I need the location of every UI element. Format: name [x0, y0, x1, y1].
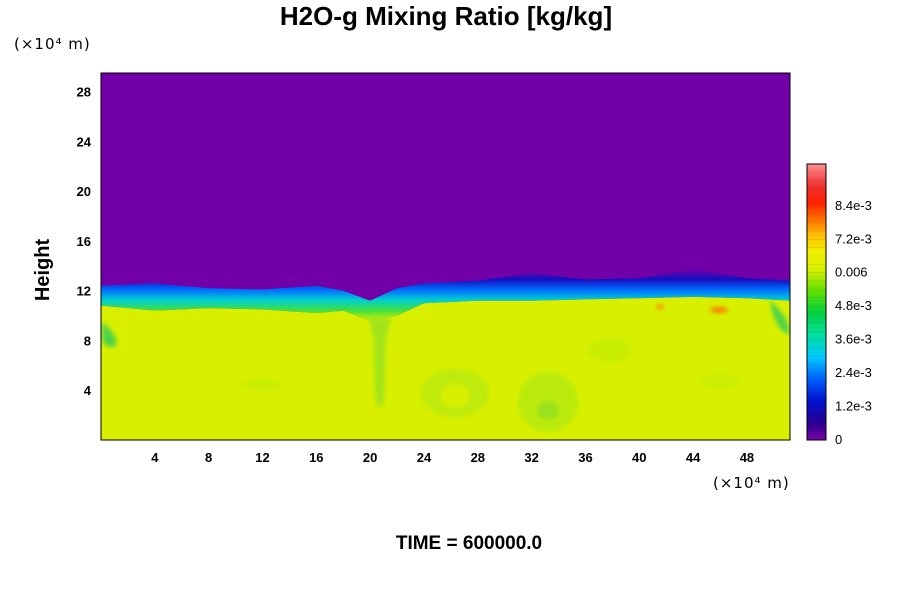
x-tick-label: 44: [686, 450, 701, 465]
colorbar-label: 7.2e-3: [835, 231, 872, 246]
plot-area: [101, 73, 790, 440]
x-tick-label: 36: [578, 450, 592, 465]
colorbar-label: 0: [835, 432, 842, 447]
x-tick-label: 24: [417, 450, 432, 465]
colorbar-label: 3.6e-3: [835, 332, 872, 347]
colorbar-fill: [806, 163, 827, 441]
chart-title: H2O-g Mixing Ratio [kg/kg]: [280, 1, 612, 31]
x-tick-label: 8: [205, 450, 212, 465]
colorbar-label: 4.8e-3: [835, 298, 872, 313]
y-tick-label: 8: [84, 333, 91, 348]
y-tick-label: 24: [77, 134, 92, 149]
x-axis-unit: (×10⁴ m): [713, 474, 790, 492]
colorbar-labels: 0 1.2e-3 2.4e-3 3.6e-3 4.8e-3 0.006 7.2e-3 8.4e…: [835, 198, 872, 447]
x-axis-ticks: 4 8 12 16 20 24 28 32 36 40 44 48: [151, 450, 754, 465]
time-label: TIME = 600000.0: [396, 533, 542, 554]
colorbar-label: 0.006: [835, 265, 868, 280]
y-tick-label: 20: [77, 184, 91, 199]
y-tick-label: 16: [77, 234, 91, 249]
colorbar-level-lines: [807, 172, 826, 432]
colorbar: 0 1.2e-3 2.4e-3 3.6e-3 4.8e-3 0.006 7.2e-3 8.4e…: [806, 163, 872, 447]
moisture-interface-band: [101, 269, 790, 321]
x-tick-label: 32: [524, 450, 538, 465]
y-tick-label: 12: [77, 284, 91, 299]
x-tick-label: 28: [471, 450, 485, 465]
moist-layer-region: [101, 296, 790, 440]
x-tick-label: 12: [255, 450, 269, 465]
x-tick-label: 20: [363, 450, 377, 465]
y-axis-unit: (×10⁴ m): [14, 35, 91, 53]
y-axis-ticks: 4 8 12 16 20 24 28: [77, 85, 92, 399]
x-tick-label: 40: [632, 450, 646, 465]
moist-layer-features: [102, 300, 790, 432]
colorbar-label: 1.2e-3: [835, 399, 872, 414]
x-tick-label: 16: [309, 450, 323, 465]
x-tick-label: 4: [151, 450, 159, 465]
y-axis-label: Height: [32, 239, 54, 302]
colorbar-label: 2.4e-3: [835, 365, 872, 380]
x-tick-label: 48: [740, 450, 754, 465]
y-tick-label: 28: [77, 85, 91, 100]
plot-frame: [100, 72, 791, 441]
y-tick-label: 4: [84, 383, 92, 398]
colorbar-label: 8.4e-3: [835, 198, 872, 213]
